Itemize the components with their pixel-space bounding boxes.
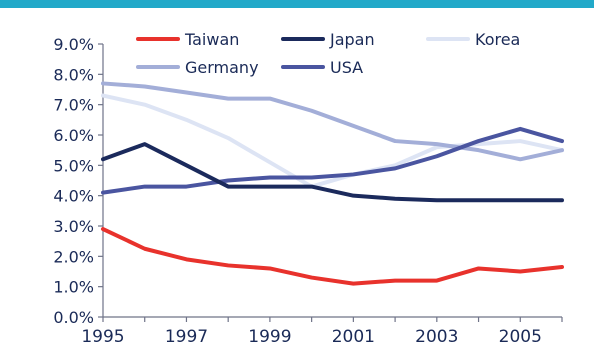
header-bar [0, 0, 594, 8]
series-line-germany [101, 81, 564, 162]
x-tick-label: 1995 [81, 327, 124, 347]
series-line-taiwan [101, 227, 564, 286]
y-tick-label: 0.0% [53, 308, 94, 327]
x-tick-label: 1999 [248, 327, 291, 347]
y-tick-label: 8.0% [53, 65, 94, 84]
series-line-korea [101, 93, 564, 189]
series-line-usa [101, 126, 564, 195]
axes: 0.0% 1.0% 2.0% 3.0% 4.0% 5.0% 6.0% 7.0% 8.0% 9.0%… [53, 35, 563, 347]
y-tick-label: 5.0% [53, 156, 94, 175]
y-tick-label: 1.0% [53, 278, 94, 297]
legend-label-usa: USA [330, 58, 363, 77]
series-line-japan [101, 142, 564, 203]
legend-label-japan: Japan [329, 30, 375, 49]
x-tick-label: 2001 [332, 327, 375, 347]
x-tick-label: 1997 [165, 327, 208, 347]
y-tick-label: 9.0% [53, 35, 94, 54]
legend-label-korea: Korea [475, 30, 520, 49]
y-tick-label: 3.0% [53, 217, 94, 236]
legend-label-taiwan: Taiwan [184, 30, 239, 49]
x-tick-label: 2005 [499, 327, 542, 347]
series-layer [101, 81, 564, 286]
y-tick-label: 4.0% [53, 187, 94, 206]
legend: Taiwan Japan Korea Germany USA [136, 30, 520, 77]
y-tick-label: 6.0% [53, 126, 94, 145]
y-tick-label: 7.0% [53, 96, 94, 115]
legend-label-germany: Germany [185, 58, 259, 77]
x-tick-label: 2003 [415, 327, 458, 347]
y-tick-label: 2.0% [53, 247, 94, 266]
